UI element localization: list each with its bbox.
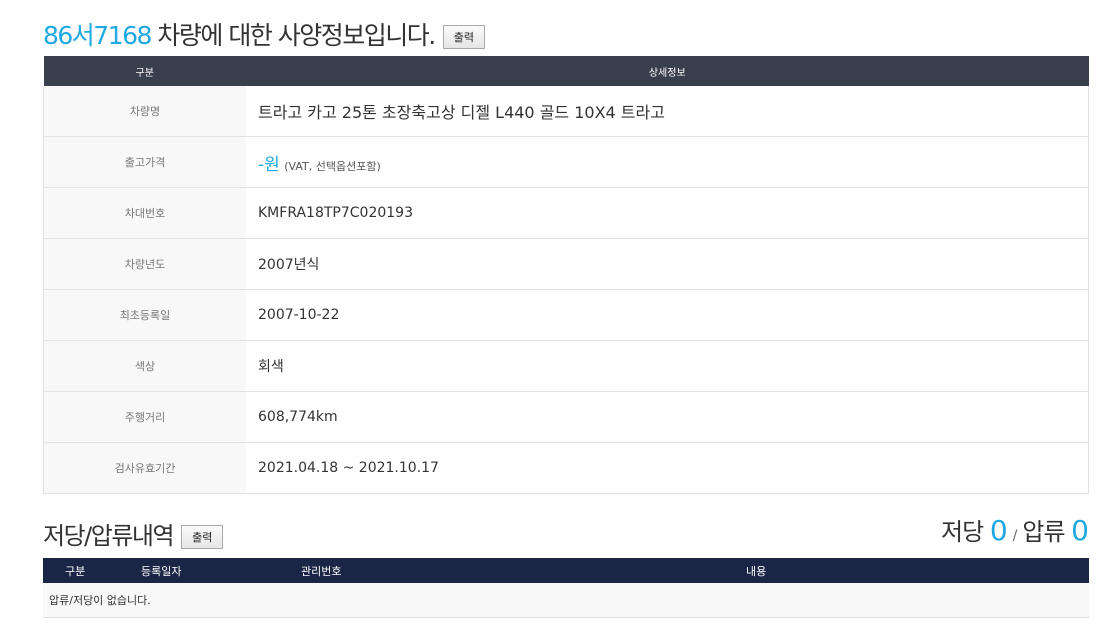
lien-table: 구분 등록일자 관리번호 내용 압류/저당이 없습니다. [43,558,1089,618]
table-row: 검사유효기간 2021.04.18 ~ 2021.10.17 [43,442,1089,494]
table-row: 최초등록일 2007-10-22 [43,289,1089,341]
row-value: 2007-10-22 [246,289,1089,341]
empty-row: 압류/저당이 없습니다. [43,583,1089,618]
table-row: 색상 회색 [43,340,1089,392]
lien-counts: 저당 0/압류 0 [941,512,1089,547]
row-label: 최초등록일 [43,289,246,341]
table-row: 차대번호 KMFRA18TP7C020193 [43,187,1089,239]
table-row: 주행거리 608,774km [43,391,1089,443]
column-header: 등록일자 [123,558,281,583]
row-value: 회색 [246,340,1089,392]
row-value: 2007년식 [246,238,1089,290]
row-label: 차대번호 [43,187,246,239]
column-header: 구분 [43,56,246,86]
table-row: 차량년도 2007년식 [43,238,1089,290]
table-row: 차량명 트라고 카고 25톤 초장축고상 디젤 L440 골드 10X4 트라고 [43,86,1089,137]
table-row: 출고가격 -원 (VAT, 선택옵션포함) [43,136,1089,188]
row-value: KMFRA18TP7C020193 [246,187,1089,239]
row-label: 출고가격 [43,136,246,188]
mortgage-label: 저당 [941,518,984,546]
mortgage-count: 0 [989,514,1008,547]
empty-message: 압류/저당이 없습니다. [43,583,1089,618]
page-title: 86서7168 차량에 대한 사양정보입니다. 출력 [43,16,485,52]
row-label: 검사유효기간 [43,442,246,494]
row-value: 트라고 카고 25톤 초장축고상 디젤 L440 골드 10X4 트라고 [246,86,1089,137]
seizure-count: 0 [1071,514,1089,547]
row-label: 차량명 [43,86,246,137]
seizure-label: 압류 [1022,518,1065,546]
plate-number: 86서7168 [43,21,152,50]
lien-print-button[interactable]: 출력 [181,525,224,549]
price-note: (VAT, 선택옵션포함) [284,159,381,173]
column-header: 상세정보 [246,56,1089,86]
row-value: 2021.04.18 ~ 2021.10.17 [246,442,1089,494]
print-button[interactable]: 출력 [442,25,485,49]
price-value: -원 [258,154,280,175]
lien-section-title: 저당/압류내역 출력 [43,516,224,551]
lien-title-text: 저당/압류내역 [43,522,175,550]
separator: / [1012,528,1018,544]
row-value: 608,774km [246,391,1089,443]
column-header: 내용 [581,558,1089,583]
column-header: 구분 [43,558,123,583]
row-label: 주행거리 [43,391,246,443]
title-text: 차량에 대한 사양정보입니다. [150,21,436,50]
row-label: 색상 [43,340,246,392]
spec-table: 구분 상세정보 차량명 트라고 카고 25톤 초장축고상 디젤 L440 골드 10… [43,56,1089,494]
column-header: 관리번호 [281,558,581,583]
row-label: 차량년도 [43,238,246,290]
